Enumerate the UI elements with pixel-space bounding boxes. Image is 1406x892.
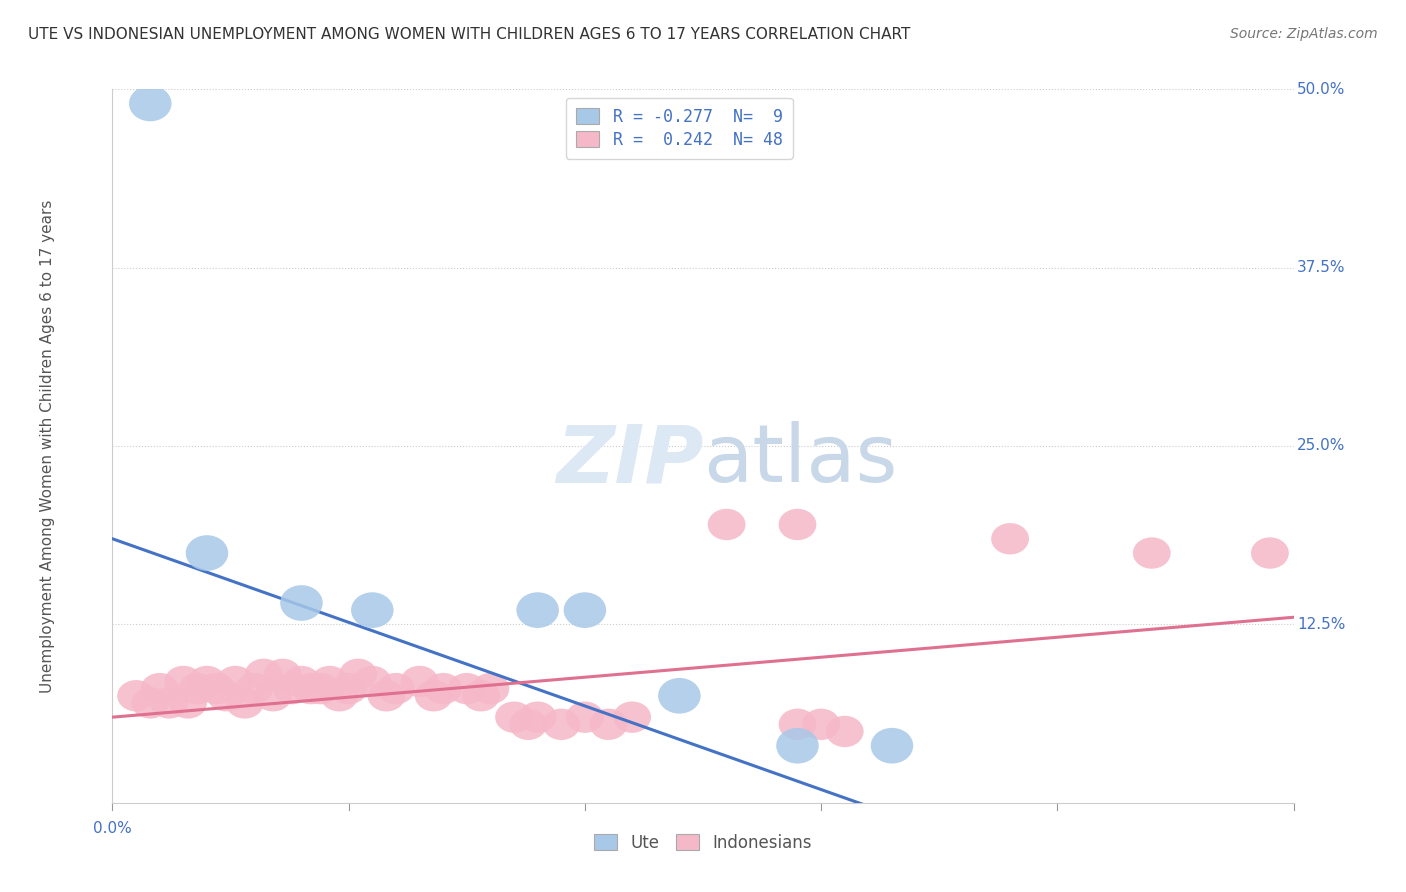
Ellipse shape: [311, 665, 349, 698]
Ellipse shape: [353, 665, 391, 698]
Ellipse shape: [870, 728, 914, 764]
Ellipse shape: [567, 701, 603, 733]
Text: 12.5%: 12.5%: [1298, 617, 1346, 632]
Ellipse shape: [339, 658, 377, 690]
Text: 50.0%: 50.0%: [1298, 82, 1346, 96]
Ellipse shape: [779, 708, 817, 740]
Ellipse shape: [509, 708, 547, 740]
Ellipse shape: [129, 86, 172, 121]
Ellipse shape: [245, 658, 283, 690]
Text: 25.0%: 25.0%: [1298, 439, 1346, 453]
Ellipse shape: [564, 592, 606, 628]
Ellipse shape: [117, 680, 155, 712]
Ellipse shape: [825, 715, 863, 747]
Ellipse shape: [543, 708, 581, 740]
Ellipse shape: [377, 673, 415, 705]
Ellipse shape: [217, 665, 254, 698]
Ellipse shape: [352, 592, 394, 628]
Ellipse shape: [613, 701, 651, 733]
Text: 37.5%: 37.5%: [1298, 260, 1346, 275]
Ellipse shape: [425, 673, 463, 705]
Ellipse shape: [707, 508, 745, 541]
Ellipse shape: [179, 673, 217, 705]
Text: Unemployment Among Women with Children Ages 6 to 17 years: Unemployment Among Women with Children A…: [39, 199, 55, 693]
Ellipse shape: [131, 687, 169, 719]
Ellipse shape: [273, 673, 311, 705]
Ellipse shape: [516, 592, 560, 628]
Ellipse shape: [776, 728, 818, 764]
Ellipse shape: [803, 708, 839, 740]
Ellipse shape: [280, 585, 323, 621]
Ellipse shape: [463, 680, 501, 712]
Ellipse shape: [1251, 537, 1289, 569]
Ellipse shape: [197, 673, 235, 705]
Ellipse shape: [186, 535, 228, 571]
Text: ZIP: ZIP: [555, 421, 703, 500]
Ellipse shape: [264, 658, 301, 690]
Ellipse shape: [589, 708, 627, 740]
Ellipse shape: [150, 687, 188, 719]
Ellipse shape: [330, 673, 367, 705]
Ellipse shape: [254, 680, 292, 712]
Ellipse shape: [401, 665, 439, 698]
Ellipse shape: [658, 678, 700, 714]
Ellipse shape: [1133, 537, 1171, 569]
Legend: Ute, Indonesians: Ute, Indonesians: [588, 828, 818, 859]
Text: UTE VS INDONESIAN UNEMPLOYMENT AMONG WOMEN WITH CHILDREN AGES 6 TO 17 YEARS CORR: UTE VS INDONESIAN UNEMPLOYMENT AMONG WOM…: [28, 27, 911, 42]
Ellipse shape: [367, 680, 405, 712]
Text: 0.0%: 0.0%: [93, 821, 132, 836]
Ellipse shape: [235, 673, 273, 705]
Ellipse shape: [169, 687, 207, 719]
Ellipse shape: [188, 665, 226, 698]
Ellipse shape: [141, 673, 179, 705]
Text: Source: ZipAtlas.com: Source: ZipAtlas.com: [1230, 27, 1378, 41]
Ellipse shape: [495, 701, 533, 733]
Ellipse shape: [519, 701, 557, 733]
Ellipse shape: [321, 680, 359, 712]
Ellipse shape: [415, 680, 453, 712]
Ellipse shape: [226, 687, 264, 719]
Text: atlas: atlas: [703, 421, 897, 500]
Ellipse shape: [449, 673, 485, 705]
Ellipse shape: [292, 673, 330, 705]
Ellipse shape: [779, 508, 817, 541]
Ellipse shape: [301, 673, 339, 705]
Ellipse shape: [471, 673, 509, 705]
Ellipse shape: [165, 665, 202, 698]
Ellipse shape: [207, 680, 245, 712]
Ellipse shape: [283, 665, 321, 698]
Ellipse shape: [991, 523, 1029, 555]
